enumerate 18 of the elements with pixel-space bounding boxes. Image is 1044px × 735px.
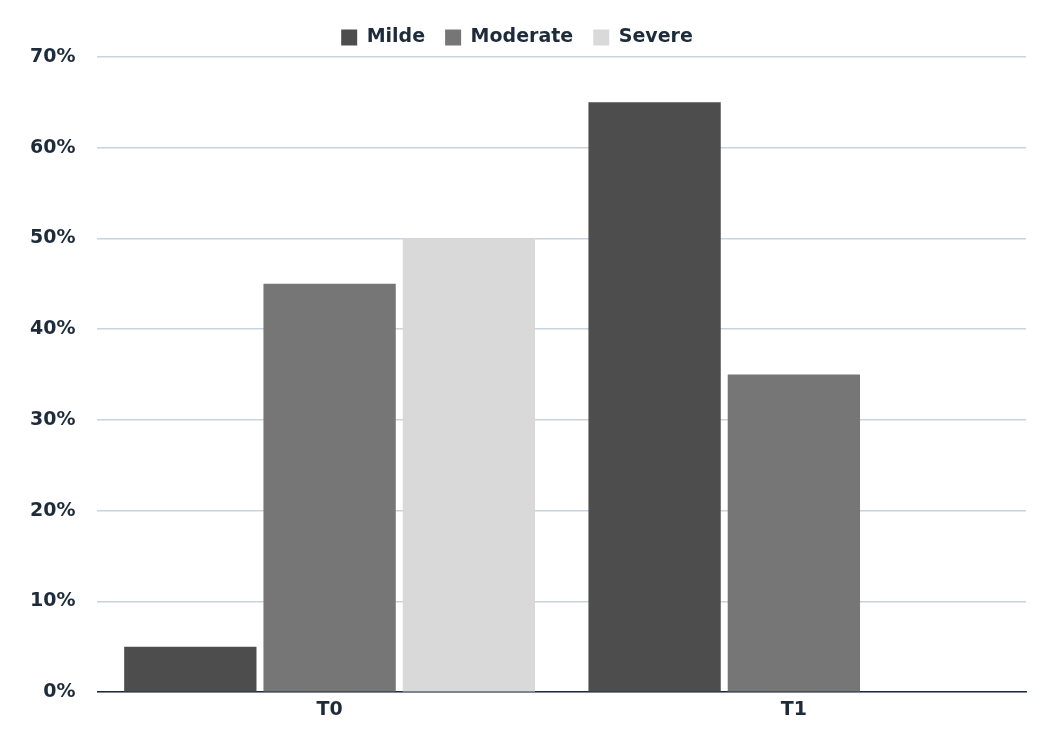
y-tick-label: 0%: [43, 679, 76, 702]
y-tick-label: 10%: [29, 588, 76, 611]
y-tick-label: 50%: [29, 225, 76, 248]
bar: [263, 283, 396, 692]
bar: [727, 374, 861, 692]
y-tick-label: 60%: [29, 134, 76, 157]
x-tick-label: T0: [316, 696, 343, 719]
y-tick-label: 20%: [29, 497, 76, 520]
legend-label: Severe: [618, 24, 693, 47]
bar: [124, 646, 257, 692]
y-tick-label: 30%: [29, 406, 76, 429]
x-tick-label: T1: [780, 696, 807, 719]
y-tick-label: 70%: [29, 43, 76, 66]
bar: [402, 238, 536, 692]
legend-label: Moderate: [470, 24, 574, 47]
y-tick-label: 40%: [29, 316, 76, 339]
bar: [588, 102, 721, 692]
legend-label: Milde: [366, 24, 426, 47]
